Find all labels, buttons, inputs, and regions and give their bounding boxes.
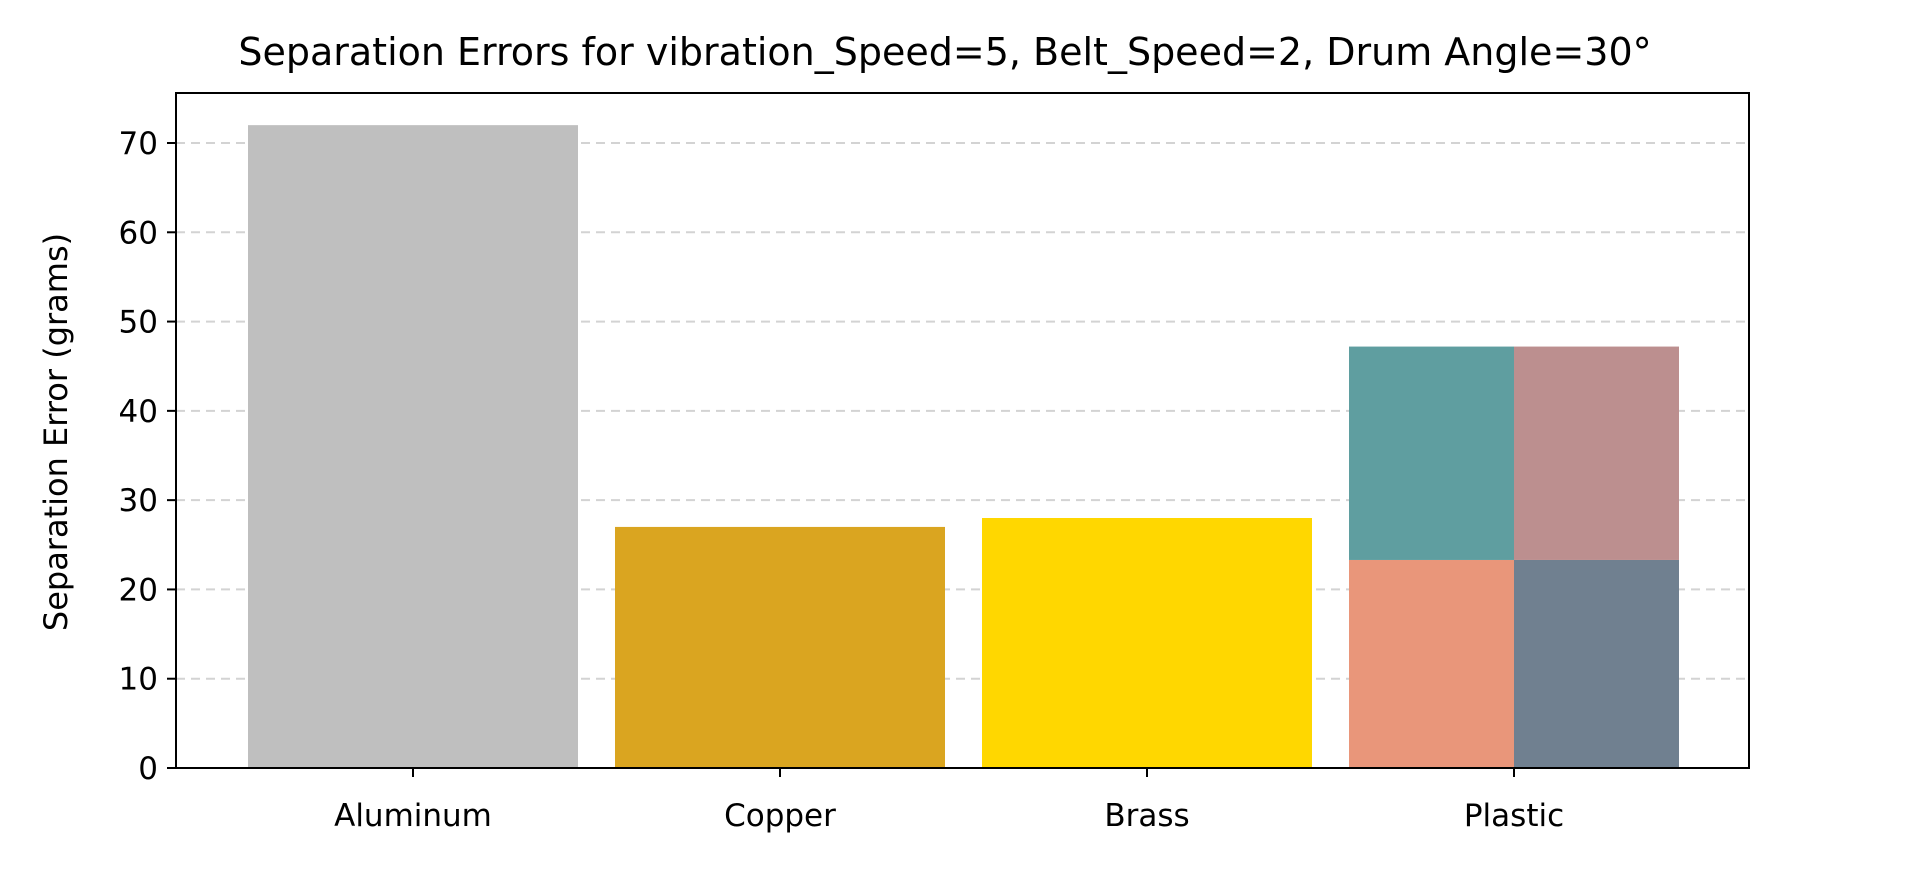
bar-aluminum <box>248 125 578 768</box>
x-tick-label: Copper <box>724 798 836 834</box>
bar-brass <box>982 518 1312 768</box>
x-tick-label: Aluminum <box>334 798 492 834</box>
chart-title: Separation Errors for vibration_Speed=5,… <box>238 30 1651 74</box>
plot-frame <box>175 92 1750 769</box>
axes: 0 10 20 30 40 50 60 70 Aluminum Copper Brass Plasti… <box>119 92 1750 834</box>
y-tick-label: 50 <box>119 305 158 341</box>
bar-segment-plastic-top-right <box>1514 346 1679 560</box>
bar-segment-plastic-bottom-right <box>1514 559 1679 768</box>
y-tick-label: 30 <box>119 483 158 519</box>
y-tick-label: 20 <box>119 572 158 608</box>
y-tick-label: 60 <box>119 215 158 251</box>
bar-segment-plastic-bottom-left <box>1349 559 1514 768</box>
y-tick-label: 0 <box>138 751 158 787</box>
y-tick-label: 70 <box>119 126 158 162</box>
y-axis-label: Separation Error (grams) <box>37 233 75 631</box>
bar-segment-plastic-top-left <box>1349 346 1514 560</box>
x-tick-label: Brass <box>1104 798 1189 834</box>
bars <box>248 125 1679 768</box>
y-tick-label: 10 <box>119 662 158 698</box>
y-tick-label: 40 <box>119 394 158 430</box>
bar-copper <box>615 526 945 768</box>
x-tick-label: Plastic <box>1464 798 1564 834</box>
